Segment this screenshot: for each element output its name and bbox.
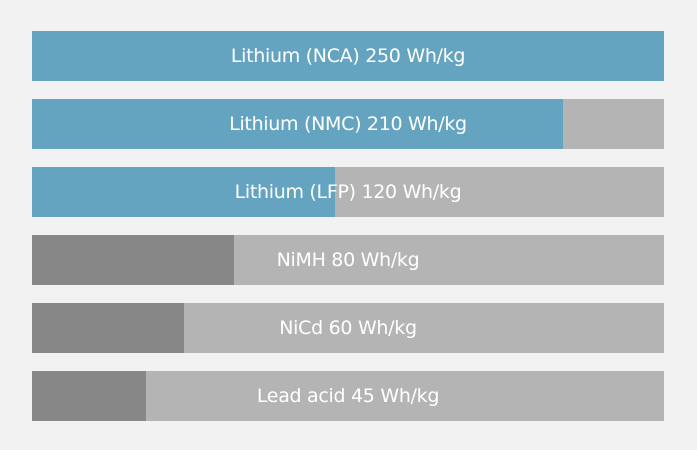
bar-label: Lithium (NMC) 210 Wh/kg <box>229 113 467 135</box>
bar-track: Lead acid 45 Wh/kg <box>32 371 664 421</box>
bar-label: NiMH 80 Wh/kg <box>276 249 420 271</box>
bar-fill <box>32 235 235 285</box>
bar-fill <box>32 303 184 353</box>
bar-track: NiMH 80 Wh/kg <box>32 235 664 285</box>
bar-label: Lead acid 45 Wh/kg <box>256 385 440 407</box>
bar-track: Lithium (NCA) 250 Wh/kg <box>32 31 664 81</box>
bar-label: NiCd 60 Wh/kg <box>279 317 417 339</box>
bar-fill <box>32 99 563 149</box>
bar-fill <box>32 167 336 217</box>
bar-label: Lithium (NCA) 250 Wh/kg <box>230 45 466 67</box>
bar-fill <box>32 31 664 81</box>
bar-fill <box>32 371 146 421</box>
bar-track: NiCd 60 Wh/kg <box>32 303 664 353</box>
battery-energy-density-chart: Lithium (NCA) 250 Wh/kg Lithium (NMC) 21… <box>32 31 664 439</box>
bar-label: Lithium (LFP) 120 Wh/kg <box>234 181 462 203</box>
bar-track: Lithium (NMC) 210 Wh/kg <box>32 99 664 149</box>
bar-track: Lithium (LFP) 120 Wh/kg <box>32 167 664 217</box>
